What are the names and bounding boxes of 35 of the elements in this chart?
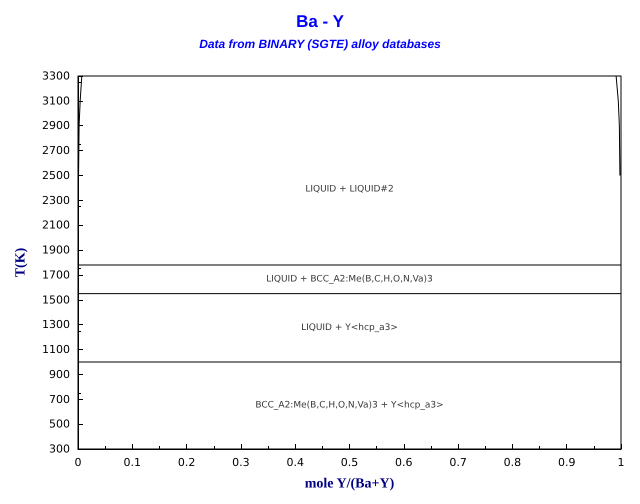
y-tick-label: 500 <box>49 418 70 431</box>
y-tick-label: 2300 <box>42 194 70 207</box>
y-tick-label: 3300 <box>42 70 70 82</box>
x-tick-label: 0.2 <box>178 456 196 469</box>
annotation: LIQUID + LIQUID#2 <box>305 184 394 194</box>
y-tick-label: 700 <box>49 392 70 406</box>
x-tick-label: 0.8 <box>504 456 522 469</box>
x-tick-label: 1 <box>618 456 624 469</box>
x-tick-label: 0.3 <box>232 456 250 469</box>
y-tick-label: 2500 <box>42 168 70 182</box>
y-tick-label: 2100 <box>42 218 70 232</box>
chart-title: Ba - Y <box>296 12 345 31</box>
x-tick-label: 0.5 <box>340 456 358 469</box>
annotation: LIQUID + Y<hcp_a3> <box>301 322 398 333</box>
x-tick-label: 0.9 <box>558 456 576 469</box>
x-tick-label: 0.7 <box>449 456 467 469</box>
annotation: BCC_A2:Me(B,C,H,O,N,Va)3 + Y<hcp_a3> <box>255 400 444 410</box>
x-tick-label: 0.6 <box>395 456 413 469</box>
x-tick-label: 0.1 <box>124 456 142 469</box>
annotation: LIQUID + BCC_A2:Me(B,C,H,O,N,Va)3 <box>266 274 433 284</box>
y-tick-label: 1900 <box>42 244 70 257</box>
y-axis-title: T(K) <box>14 247 28 278</box>
y-tick-label: 1100 <box>42 343 70 356</box>
y-tick-label: 2900 <box>42 119 70 132</box>
y-tick-label: 900 <box>49 368 70 381</box>
y-tick-label: 1700 <box>42 268 70 282</box>
x-tick-label: 0.4 <box>286 456 304 469</box>
chart-subtitle: Data from BINARY (SGTE) alloy databases <box>199 37 442 51</box>
x-axis-title: mole Y/(Ba+Y) <box>304 476 395 492</box>
y-tick-label: 2700 <box>42 144 70 158</box>
y-tick-label: 300 <box>49 442 70 456</box>
y-tick-label: 1300 <box>42 318 70 332</box>
y-tick-label: 1500 <box>42 293 70 306</box>
y-tick-label: 3100 <box>42 94 70 108</box>
x-tick-label: 0 <box>74 456 82 469</box>
